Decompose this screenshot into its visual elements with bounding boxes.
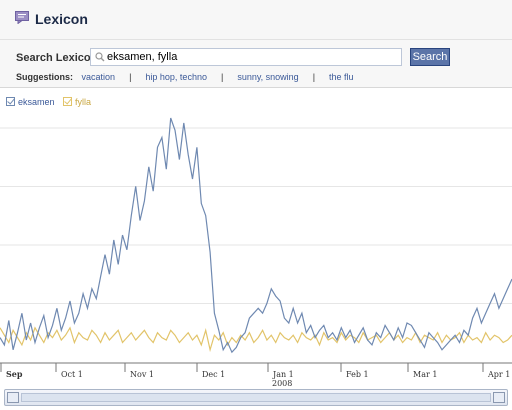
search-input-value: eksamen, fylla (107, 51, 178, 63)
app-header: Lexicon (0, 0, 512, 40)
scroll-right-handle[interactable] (493, 392, 505, 403)
x-year-label: 2008 (272, 379, 292, 388)
separator: | (220, 72, 224, 82)
series-line-fylla (0, 326, 512, 353)
separator: | (312, 72, 316, 82)
search-label: Search Lexicon: (16, 52, 101, 64)
suggestion-link[interactable]: sunny, snowing (237, 72, 299, 82)
trend-chart: Sep Oct 1 Nov 1 Dec 1 Jan 1 Feb 1 Mar 1 Apr 1 20… (0, 117, 512, 388)
search-button[interactable]: Search (410, 48, 450, 66)
legend-item-fylla[interactable]: fylla (63, 97, 91, 107)
chart-legend: eksamen fylla (6, 97, 97, 107)
checkbox-icon (63, 97, 73, 106)
search-panel: Search Lexicon: eksamen, fylla Search Su… (0, 40, 512, 88)
suggestion-link[interactable]: vacation (81, 72, 116, 82)
legend-label-eksamen: eksamen (18, 97, 55, 107)
timeline-scrollbar[interactable] (4, 389, 508, 406)
x-tick-label: Sep (6, 369, 23, 379)
scroll-left-handle[interactable] (7, 392, 19, 403)
suggestion-link[interactable]: the flu (329, 72, 354, 82)
x-tick-label: Dec 1 (202, 370, 225, 379)
x-tick-label: Jan 1 (272, 370, 294, 379)
scroll-thumb[interactable] (21, 393, 491, 402)
lexicon-logo-icon (15, 11, 29, 24)
x-tick-label: Mar 1 (413, 370, 437, 379)
x-tick-label: Feb 1 (346, 370, 369, 379)
legend-item-eksamen[interactable]: eksamen (6, 97, 55, 107)
series-line-eksamen (0, 117, 512, 354)
search-input[interactable]: eksamen, fylla (90, 48, 402, 66)
app-title: Lexicon (35, 11, 88, 27)
x-tick-label: Nov 1 (130, 370, 154, 379)
legend-label-fylla: fylla (75, 97, 92, 107)
checkbox-icon (6, 97, 15, 106)
search-icon (95, 52, 105, 62)
separator: | (129, 72, 132, 82)
x-tick-label: Apr 1 (487, 370, 510, 379)
suggestions-bar: Suggestions: vacation | hip hop, techno | su… (16, 72, 354, 82)
x-tick-label: Oct 1 (61, 370, 83, 379)
suggestion-link[interactable]: hip hop, techno (145, 72, 207, 82)
suggestions-label: Suggestions: (16, 72, 74, 82)
